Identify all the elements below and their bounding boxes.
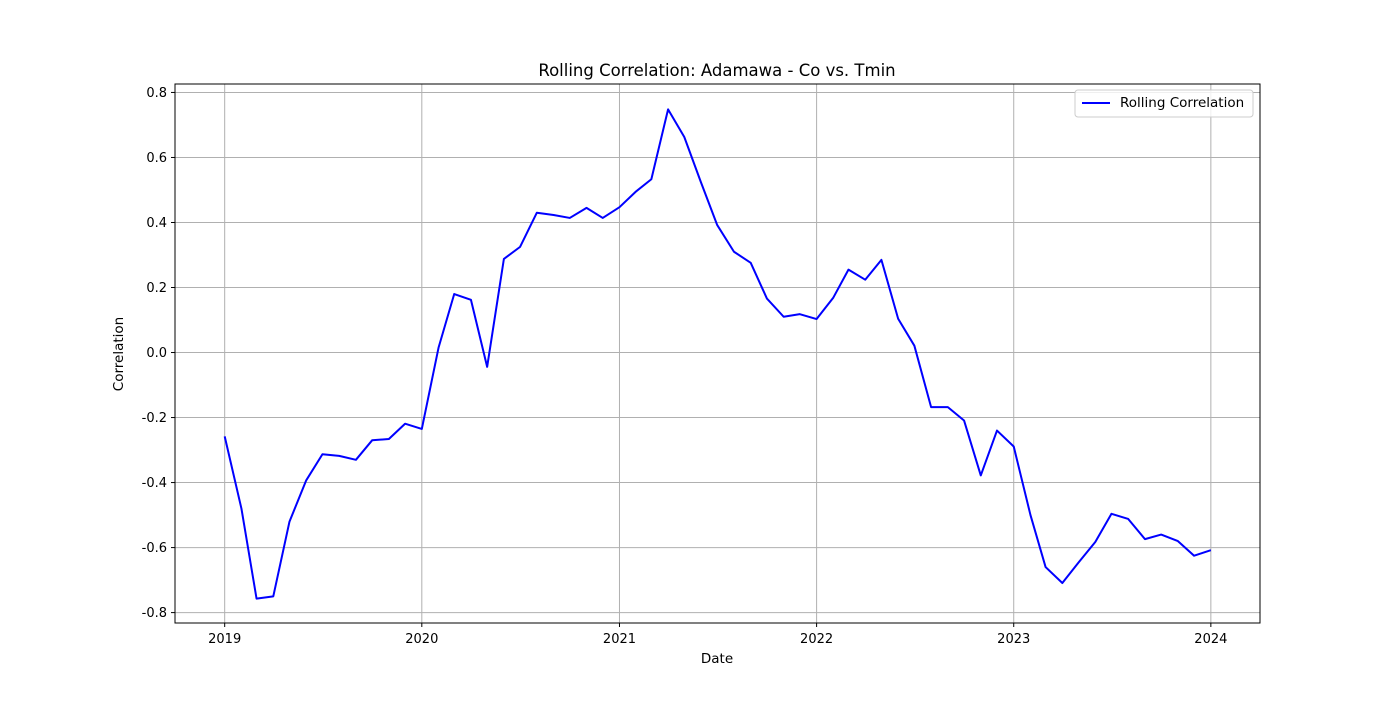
- series-line-rolling-correlation: [223, 108, 1212, 600]
- legend-box: [1074, 89, 1254, 118]
- x-axis-label: Date: [701, 651, 733, 667]
- chart-title: Rolling Correlation: Adamawa - Co vs. Tm…: [538, 61, 895, 80]
- y-axis-label: Correlation: [111, 317, 127, 391]
- y-tick-label: 0.6: [146, 151, 167, 166]
- y-tick-label: 0.8: [146, 86, 167, 101]
- y-tick-label: -0.4: [142, 476, 167, 491]
- y-tick-label: -0.2: [142, 411, 167, 426]
- y-tick-label: 0.4: [146, 216, 167, 231]
- grid-lines: [175, 84, 1260, 623]
- x-tick-label: 2020: [405, 632, 438, 647]
- axis-ticks: 2019 2020 2021 2022 2023 2024 -0.8 -0.6 -0.4 -0.2…: [142, 86, 1228, 647]
- x-tick-label: 2024: [1194, 632, 1227, 647]
- x-tick-label: 2022: [800, 632, 833, 647]
- y-tick-label: -0.8: [142, 606, 167, 621]
- legend-label: Rolling Correlation: [1120, 95, 1244, 111]
- plot-area: [174, 83, 1261, 624]
- y-tick-label: -0.6: [142, 541, 167, 556]
- legend: Rolling Correlation: [1074, 89, 1254, 118]
- y-tick-label: 0.0: [146, 346, 167, 361]
- series-layer: [223, 108, 1212, 600]
- x-tick-label: 2019: [208, 632, 241, 647]
- y-tick-label: 0.2: [146, 281, 167, 296]
- x-tick-label: 2021: [603, 632, 636, 647]
- x-tick-label: 2023: [997, 632, 1030, 647]
